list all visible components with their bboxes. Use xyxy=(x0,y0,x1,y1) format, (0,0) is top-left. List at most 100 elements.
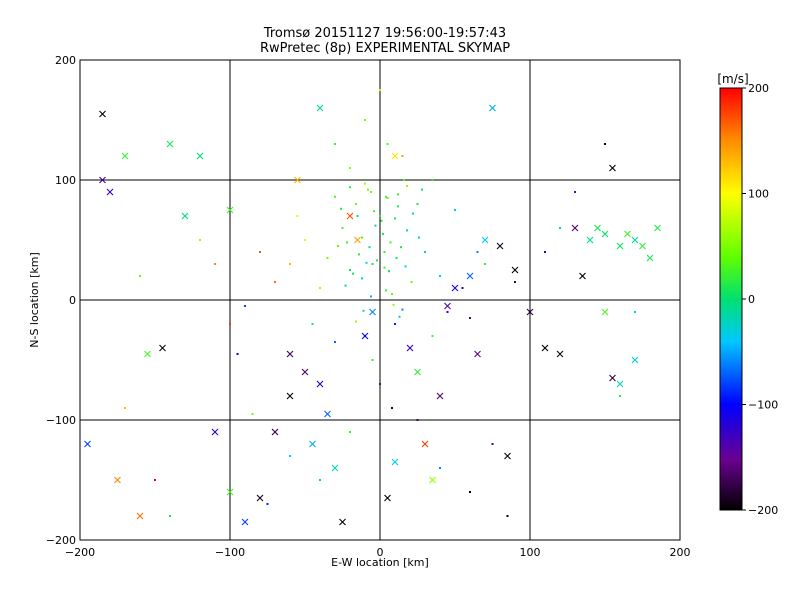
data-point-cross xyxy=(436,392,444,400)
data-point-dot xyxy=(406,229,408,232)
data-point-dot xyxy=(574,191,576,193)
data-point-dot xyxy=(385,289,387,292)
data-point-cross xyxy=(444,302,451,310)
data-point-dot xyxy=(341,227,344,229)
data-point-cross xyxy=(166,140,174,148)
data-point-dot xyxy=(394,217,396,220)
data-point-dot xyxy=(362,309,365,312)
data-point-dot xyxy=(439,467,441,469)
data-point-dot xyxy=(358,253,360,256)
colorbar xyxy=(719,87,743,511)
data-point-dot xyxy=(355,203,357,205)
data-point-dot xyxy=(379,215,381,217)
data-point-dot xyxy=(356,215,359,217)
data-point-cross xyxy=(346,212,354,220)
data-point-dot xyxy=(251,413,254,415)
data-point-dot xyxy=(236,353,239,355)
plot-frame xyxy=(79,59,681,541)
data-point-cross xyxy=(226,488,234,496)
data-points xyxy=(84,89,661,526)
data-point-cross xyxy=(354,236,361,244)
data-point-dot xyxy=(352,272,354,275)
data-point-dot xyxy=(386,197,389,199)
data-point-dot xyxy=(344,284,347,287)
colorbar-tick-label: 100 xyxy=(748,188,769,201)
data-point-dot xyxy=(379,89,381,91)
data-point-dot xyxy=(349,186,351,189)
data-point-dot xyxy=(296,215,299,217)
data-point-cross xyxy=(361,332,369,340)
data-point-dot xyxy=(424,251,426,253)
data-point-dot xyxy=(340,207,342,210)
data-point-cross xyxy=(451,284,459,292)
data-point-cross xyxy=(256,494,264,502)
data-point-cross xyxy=(601,230,609,238)
data-point-dot xyxy=(398,315,401,318)
y-tick-label: −100 xyxy=(46,414,76,427)
data-point-dot xyxy=(371,263,374,265)
data-point-cross xyxy=(466,272,474,280)
data-point-dot xyxy=(559,227,561,229)
data-point-dot xyxy=(418,236,420,239)
data-point-dot xyxy=(337,245,339,247)
data-point-dot xyxy=(349,167,351,169)
data-point-dot xyxy=(383,251,386,253)
data-point-dot xyxy=(349,431,351,433)
data-point-cross xyxy=(556,350,564,358)
data-point-dot xyxy=(476,251,479,253)
data-point-cross xyxy=(406,344,414,352)
y-tick-label: −200 xyxy=(46,534,76,547)
data-point-dot xyxy=(382,233,384,235)
data-point-dot xyxy=(380,219,383,222)
data-point-cross xyxy=(286,350,294,358)
x-tick-label: 200 xyxy=(670,546,691,559)
data-point-dot xyxy=(416,203,419,205)
data-point-dot xyxy=(365,261,368,264)
x-axis: −200 −100 0 100 200 xyxy=(65,546,691,559)
data-point-cross xyxy=(601,308,609,316)
data-point-cross xyxy=(331,464,339,472)
y-tick-label: 200 xyxy=(55,54,76,67)
data-point-cross xyxy=(609,374,616,382)
data-point-dot xyxy=(401,155,404,157)
data-point-dot xyxy=(461,287,464,289)
data-point-dot xyxy=(491,443,494,445)
data-point-dot xyxy=(410,281,413,283)
data-point-dot xyxy=(439,275,441,277)
data-point-cross xyxy=(144,350,151,358)
data-point-dot xyxy=(403,179,405,181)
data-point-dot xyxy=(334,195,336,198)
colorbar-tick-label: −200 xyxy=(748,504,778,517)
data-point-cross xyxy=(324,410,331,418)
colorbar-tick-label: 200 xyxy=(748,82,769,95)
data-point-cross xyxy=(99,110,106,118)
data-point-cross xyxy=(106,188,114,196)
data-point-dot xyxy=(634,311,636,313)
data-point-dot xyxy=(454,209,456,211)
data-point-dot xyxy=(266,503,269,505)
data-point-cross xyxy=(136,512,144,520)
colorbar-tick-label: 0 xyxy=(748,293,755,306)
data-point-dot xyxy=(431,335,434,337)
data-point-cross xyxy=(511,266,519,274)
data-point-dot xyxy=(395,257,398,259)
data-point-cross xyxy=(631,356,639,364)
data-point-cross xyxy=(391,458,399,466)
data-point-dot xyxy=(391,293,393,295)
data-point-cross xyxy=(654,224,661,232)
data-point-dot xyxy=(400,246,402,249)
data-point-cross xyxy=(391,152,399,160)
data-point-dot xyxy=(446,311,449,313)
data-point-cross xyxy=(504,452,511,460)
data-point-dot xyxy=(374,224,377,227)
data-point-cross xyxy=(489,104,496,112)
data-point-dot xyxy=(506,515,509,517)
data-point-cross xyxy=(421,440,429,448)
data-point-dot xyxy=(289,455,291,457)
data-point-dot xyxy=(412,212,414,215)
data-point-dot xyxy=(376,259,378,262)
data-point-dot xyxy=(394,323,396,325)
data-point-dot xyxy=(319,287,321,289)
y-axis-label: N-S location [km] xyxy=(28,252,41,348)
